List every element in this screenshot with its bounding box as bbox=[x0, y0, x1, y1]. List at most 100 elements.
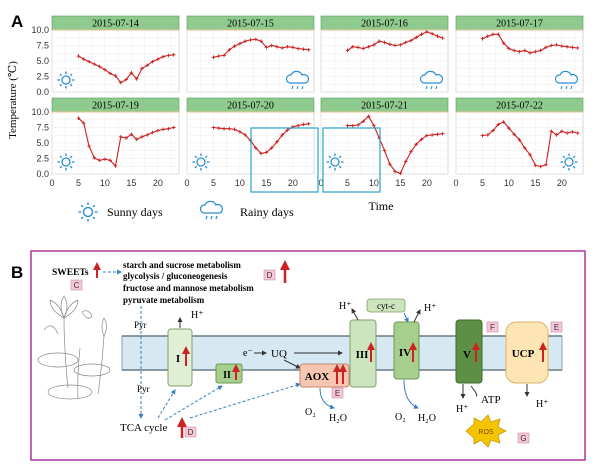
complex-iv-label: IV bbox=[399, 347, 411, 359]
pyr-top: Pyr bbox=[134, 320, 147, 330]
rainy-icon bbox=[285, 70, 310, 90]
data-point bbox=[134, 137, 139, 142]
data-point bbox=[491, 32, 495, 37]
data-point bbox=[554, 133, 559, 137]
data-point bbox=[345, 48, 350, 53]
tca-label: TCA cycle bbox=[120, 422, 167, 434]
electron-label: e⁻ bbox=[243, 348, 253, 359]
data-point bbox=[243, 133, 248, 137]
aox-h2o: H₂O bbox=[329, 413, 347, 424]
data-point bbox=[124, 77, 128, 82]
panel-2015-07-14: 2015-07-14 0.0 2.5 5.0 7.5 10.0 bbox=[31, 15, 180, 97]
ucp-label: UCP bbox=[512, 348, 535, 360]
x-tick-label: 20 bbox=[422, 178, 432, 188]
data-point bbox=[108, 158, 113, 163]
panel-2015-07-17: 2015-07-17 bbox=[455, 15, 584, 93]
x-tick-label: 15 bbox=[261, 178, 271, 188]
x-tick-label: 20 bbox=[153, 178, 163, 188]
data-point bbox=[544, 45, 548, 50]
complex-iv bbox=[393, 321, 420, 380]
data-point bbox=[575, 131, 580, 135]
tag-d-bottom-box bbox=[184, 426, 197, 438]
data-point bbox=[216, 54, 221, 58]
x-tick-label: 0 bbox=[453, 178, 458, 188]
data-point bbox=[430, 133, 434, 137]
data-point bbox=[501, 41, 506, 45]
data-point bbox=[238, 130, 242, 134]
complex-iii-label: III bbox=[356, 349, 369, 361]
data-point bbox=[140, 135, 144, 139]
sunny-icon bbox=[78, 202, 98, 222]
panel-title: 2015-07-15 bbox=[227, 19, 274, 30]
y-tick-label: 0.0 bbox=[36, 87, 49, 97]
complex-v-label: V bbox=[463, 349, 471, 361]
aox-label: AOX bbox=[305, 371, 330, 383]
data-point bbox=[430, 31, 434, 36]
uq-to-aox-arrow bbox=[283, 359, 301, 369]
data-point bbox=[522, 48, 527, 53]
cytc-label: cyt-c bbox=[377, 301, 395, 311]
cytc-box bbox=[366, 298, 406, 313]
complex-iii-proton-arrow bbox=[351, 308, 359, 321]
y-tick-label: 5.0 bbox=[36, 56, 49, 66]
data-point bbox=[570, 45, 575, 50]
data-point bbox=[409, 38, 413, 43]
data-point bbox=[171, 125, 176, 130]
data-point bbox=[377, 39, 382, 43]
x-tick-label: 15 bbox=[126, 178, 136, 188]
data-point bbox=[97, 64, 102, 69]
data-point bbox=[517, 138, 522, 142]
x-tick-label: 10 bbox=[504, 178, 514, 188]
y-tick-label: 7.5 bbox=[36, 41, 49, 51]
data-point bbox=[403, 40, 408, 45]
pathway-4: pyruvate metabolism bbox=[123, 295, 205, 305]
ucp-box bbox=[505, 321, 549, 384]
tag-e-aox: E bbox=[335, 389, 340, 398]
data-point bbox=[140, 66, 144, 71]
panel-title: 2015-07-14 bbox=[92, 19, 139, 30]
rainy-icon bbox=[554, 70, 579, 90]
data-point bbox=[216, 126, 221, 130]
data-point bbox=[496, 32, 501, 37]
aox-water-arrow bbox=[319, 387, 335, 410]
data-point bbox=[393, 43, 397, 48]
panel-title: 2015-07-17 bbox=[496, 19, 543, 30]
complex-iv-water-arrow bbox=[403, 379, 419, 409]
data-point bbox=[414, 142, 419, 147]
panel-title: 2015-07-20 bbox=[227, 101, 274, 112]
complex-iv-proton-arrow bbox=[413, 309, 421, 323]
data-point bbox=[92, 156, 97, 160]
complex-iii-hplus: H⁺ bbox=[339, 301, 352, 312]
data-point bbox=[485, 133, 490, 137]
data-point bbox=[501, 120, 506, 124]
y-axis-label: Temperature (℃) bbox=[7, 61, 19, 139]
data-point bbox=[398, 43, 403, 47]
pathway-2: glycolysis / gluconeogenesis bbox=[123, 271, 228, 281]
data-point bbox=[361, 119, 366, 124]
data-point bbox=[81, 57, 86, 61]
data-point bbox=[480, 133, 485, 138]
pathway-3: fructose and mannose metabolism bbox=[123, 283, 254, 293]
data-point bbox=[435, 132, 440, 137]
legend-sunny-label: Sunny days bbox=[107, 205, 163, 219]
data-point bbox=[156, 57, 160, 61]
atp-arrow bbox=[470, 385, 478, 397]
x-tick-label: 15 bbox=[530, 178, 540, 188]
uq-label: UQ bbox=[271, 348, 287, 360]
data-point bbox=[544, 162, 548, 167]
x-tick-label: 10 bbox=[100, 178, 110, 188]
data-point bbox=[517, 49, 522, 54]
data-point bbox=[409, 149, 413, 154]
data-point bbox=[507, 46, 511, 51]
panel-2015-07-19: 2015-07-19 0.0 2.5 5.0 7.5 10.0 0 5 10 15 20 bbox=[31, 97, 180, 188]
data-point bbox=[419, 32, 424, 37]
panel-title: 2015-07-16 bbox=[361, 19, 408, 30]
data-point bbox=[264, 45, 269, 50]
complex-iv-o2: O₂ bbox=[395, 412, 406, 423]
sunny-icon bbox=[57, 153, 75, 171]
pathway-1: starch and sucrose metabolism bbox=[123, 260, 241, 270]
data-point bbox=[301, 122, 306, 127]
data-point bbox=[480, 36, 485, 41]
ucp-hplus: H⁺ bbox=[536, 399, 549, 410]
